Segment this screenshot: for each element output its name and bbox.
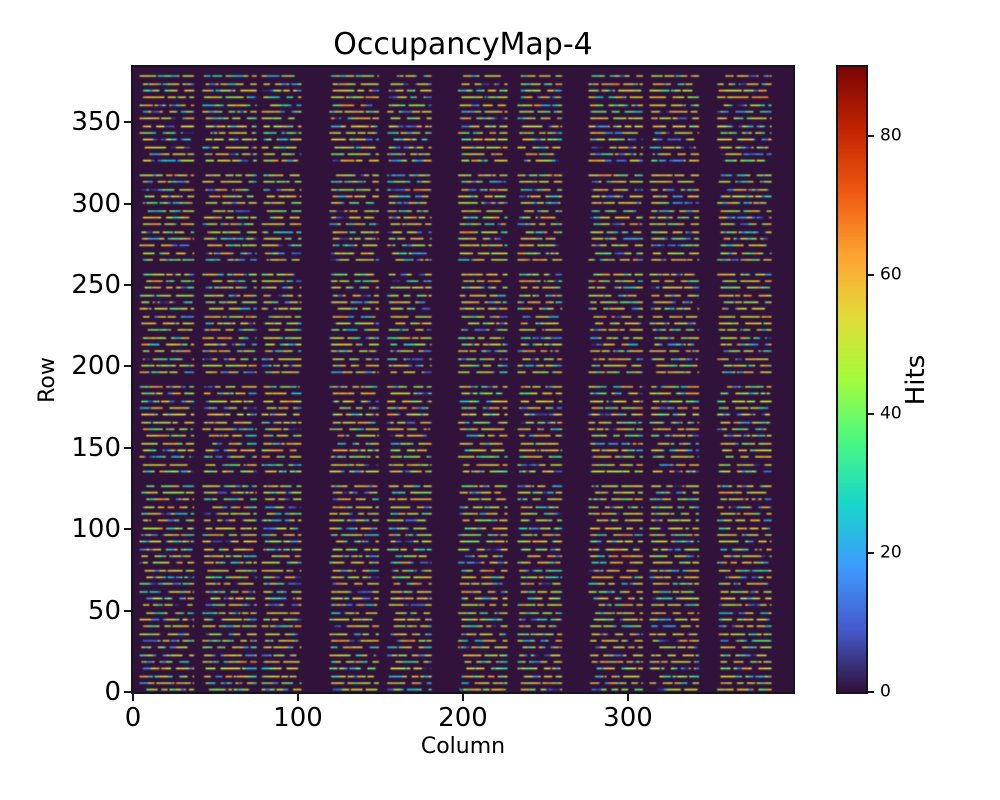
x-tick-mark: [627, 694, 629, 701]
heatmap-plot-area: [131, 65, 795, 694]
y-tick-label: 300: [71, 188, 121, 219]
y-tick-mark: [124, 365, 131, 368]
x-tick-label: 0: [124, 703, 142, 733]
colorbar-tick-mark: [868, 552, 874, 555]
heatmap-canvas: [133, 67, 793, 692]
y-tick-mark: [124, 202, 131, 205]
y-tick-label: 250: [71, 270, 121, 301]
y-tick-mark: [124, 446, 131, 449]
y-tick-label: 200: [71, 351, 121, 382]
y-tick-mark: [124, 284, 131, 287]
colorbar-label: Hits: [901, 354, 931, 406]
colorbar-tick-label: 0: [880, 681, 891, 702]
y-axis-label: Row: [35, 357, 60, 403]
x-tick-mark: [297, 694, 299, 701]
x-tick-label: 100: [273, 703, 323, 733]
y-tick-mark: [124, 528, 131, 531]
colorbar-tick-label: 80: [880, 125, 902, 146]
colorbar-tick-label: 40: [880, 403, 902, 424]
colorbar-tick-label: 60: [880, 264, 902, 285]
colorbar-tick-mark: [868, 691, 874, 693]
y-tick-label: 100: [71, 514, 121, 545]
colorbar-tick-mark: [868, 135, 874, 138]
y-tick-label: 50: [87, 595, 121, 626]
x-axis-label: Column: [420, 734, 506, 759]
y-tick-mark: [124, 609, 131, 612]
colorbar-gradient-canvas: [838, 67, 866, 692]
y-tick-mark: [124, 691, 131, 693]
chart-title: OccupancyMap-4: [333, 27, 593, 62]
x-tick-label: 300: [603, 703, 653, 733]
y-tick-label: 350: [71, 107, 121, 138]
colorbar-tick-mark: [868, 274, 874, 277]
x-tick-mark: [462, 694, 464, 701]
y-tick-mark: [124, 121, 131, 124]
y-tick-label: 0: [104, 677, 121, 707]
colorbar-tick-mark: [868, 413, 874, 416]
x-tick-label: 200: [438, 703, 488, 733]
colorbar: [836, 65, 868, 694]
y-tick-label: 150: [71, 432, 121, 463]
colorbar-tick-label: 20: [880, 542, 902, 563]
x-tick-mark: [132, 694, 134, 701]
